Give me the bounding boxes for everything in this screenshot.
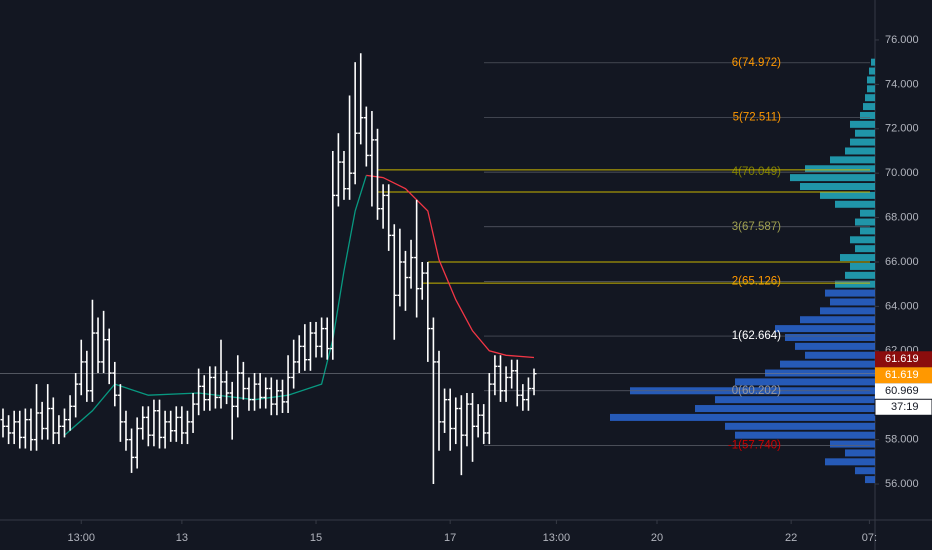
volume-profile-bar — [860, 209, 875, 217]
price-tag-label: 61.619 — [885, 353, 919, 365]
volume-profile-bar — [775, 325, 875, 333]
volume-profile-bar — [830, 440, 875, 448]
fib-label: -1(57.740) — [728, 439, 781, 451]
y-tick-label: 68.000 — [885, 211, 919, 223]
volume-profile-bar — [805, 351, 875, 359]
fib-label: 6(74.972) — [732, 57, 781, 69]
fib-label: 4(70.049) — [732, 166, 781, 178]
volume-profile-bar — [850, 236, 875, 244]
volume-profile-bar — [795, 342, 875, 350]
y-tick-label: 64.000 — [885, 300, 919, 312]
price-tag — [875, 383, 932, 400]
volume-profile-bar — [800, 183, 875, 191]
x-tick-label: 15 — [310, 532, 322, 544]
y-tick-label: 72.000 — [885, 123, 919, 135]
y-tick-label: 76.000 — [885, 34, 919, 46]
x-tick-label: 13:00 — [67, 532, 95, 544]
volume-profile-bar — [845, 449, 875, 457]
volume-profile-bar — [825, 289, 875, 297]
volume-profile-bar — [855, 245, 875, 253]
volume-profile-bar — [860, 227, 875, 235]
volume-profile-bar — [725, 422, 875, 430]
y-tick-label: 74.000 — [885, 78, 919, 90]
volume-profile-bar — [780, 360, 875, 368]
volume-profile-bar — [840, 254, 875, 262]
volume-profile-bar — [863, 103, 875, 111]
volume-profile-bar — [860, 111, 875, 119]
x-tick-label: 13:00 — [543, 532, 571, 544]
volume-profile-bar — [735, 431, 875, 439]
volume-profile-bar — [865, 476, 875, 484]
x-tick-label: 17 — [444, 532, 456, 544]
fib-label: 0(60.202) — [732, 385, 781, 397]
volume-profile-bar — [845, 147, 875, 155]
countdown: 37:19 — [891, 401, 919, 413]
y-tick-label: 70.000 — [885, 167, 919, 179]
volume-profile-bar — [805, 165, 875, 173]
price-tag-label: 61.619 — [885, 369, 919, 381]
y-tick-label: 58.000 — [885, 434, 919, 446]
price-tag — [875, 367, 932, 384]
volume-profile-bar — [830, 156, 875, 164]
volume-profile-bar — [835, 280, 875, 288]
volume-profile-bar — [790, 174, 875, 182]
volume-profile-bar — [820, 307, 875, 315]
x-tick-label: 07: — [862, 532, 877, 544]
volume-profile-bar — [830, 298, 875, 306]
volume-profile-bar — [867, 85, 875, 93]
volume-profile-bar — [845, 271, 875, 279]
fib-label: 2(65.126) — [732, 275, 781, 287]
x-tick-label: 13 — [176, 532, 188, 544]
fib-label: 1(62.664) — [732, 330, 781, 342]
volume-profile-bar — [850, 120, 875, 128]
y-tick-label: 66.000 — [885, 256, 919, 268]
volume-profile-bar — [869, 67, 875, 75]
volume-profile-bar — [867, 76, 875, 84]
x-tick-label: 22 — [785, 532, 797, 544]
volume-profile-bar — [865, 94, 875, 102]
volume-profile-bar — [825, 458, 875, 466]
volume-profile-bar — [835, 200, 875, 208]
moving-average — [366, 174, 535, 359]
volume-profile-bar — [850, 138, 875, 146]
x-tick-label: 20 — [651, 532, 663, 544]
volume-profile-bar — [871, 58, 875, 66]
price-tag — [875, 351, 932, 368]
volume-profile-bar — [785, 333, 875, 341]
volume-profile-bar — [610, 413, 875, 421]
fib-label: 5(72.511) — [733, 111, 782, 123]
volume-profile-bar — [820, 191, 875, 199]
countdown-box — [874, 398, 932, 416]
volume-profile-bar — [715, 396, 875, 404]
volume-profile-bar — [735, 378, 875, 386]
fib-label: 3(67.587) — [732, 221, 781, 233]
volume-profile-bar — [855, 467, 875, 475]
volume-profile-bar — [695, 405, 875, 413]
volume-profile-bar — [850, 262, 875, 270]
volume-profile-bar — [855, 218, 875, 226]
volume-profile-bar — [855, 129, 875, 137]
y-tick-label: 56.000 — [885, 478, 919, 490]
volume-profile-bar — [800, 316, 875, 324]
price-tag-label: 60.969 — [885, 385, 919, 397]
volume-profile-bar — [765, 369, 875, 377]
